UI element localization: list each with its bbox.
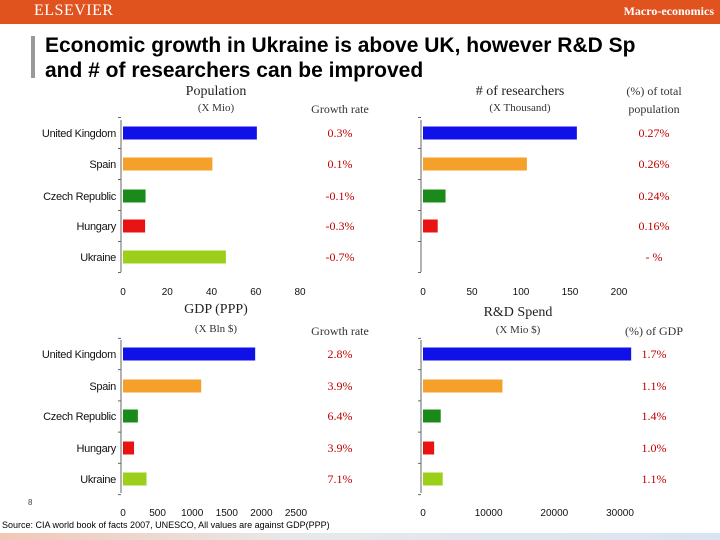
footer-bar bbox=[0, 533, 720, 540]
bar-spain bbox=[123, 157, 213, 171]
bar-hungary bbox=[123, 441, 135, 455]
publisher-logo: ELSEVIER bbox=[34, 2, 114, 19]
bar-ukraine bbox=[123, 472, 147, 486]
x-tick-label: 0 bbox=[420, 508, 426, 519]
side-value: 0.1% bbox=[328, 157, 353, 171]
bar-united-kingdom bbox=[123, 126, 257, 140]
side-value: -0.3% bbox=[326, 219, 355, 233]
bar-united-kingdom bbox=[423, 347, 632, 361]
bar-hungary bbox=[423, 219, 438, 233]
side-column-header-line-2: population bbox=[628, 102, 679, 116]
x-tick-label: 1500 bbox=[216, 508, 239, 519]
slide-title: Economic growth in Ukraine is above UK, … bbox=[45, 33, 720, 83]
x-tick-label: 0 bbox=[120, 287, 126, 298]
x-tick-label: 1000 bbox=[181, 508, 204, 519]
side-value: 1.7% bbox=[642, 347, 667, 361]
category-label: Spain bbox=[89, 159, 116, 171]
x-tick-label: 30000 bbox=[606, 508, 634, 519]
category-label: United Kingdom bbox=[42, 349, 116, 361]
bar-spain bbox=[423, 379, 503, 393]
x-tick-label: 60 bbox=[250, 287, 262, 298]
chart-subtitle: (X Mio) bbox=[198, 102, 235, 114]
bar-czech-republic bbox=[423, 409, 441, 423]
category-label: Spain bbox=[89, 381, 116, 393]
x-tick-label: 100 bbox=[513, 287, 530, 298]
side-column-header: Growth rate bbox=[311, 324, 369, 338]
side-column-header: (%) of total bbox=[626, 84, 682, 98]
section-label: Macro-economics bbox=[623, 4, 714, 18]
category-label: Hungary bbox=[77, 443, 117, 455]
bar-ukraine bbox=[423, 472, 443, 486]
side-value: 3.9% bbox=[328, 441, 353, 455]
category-label: Czech Republic bbox=[43, 411, 117, 423]
bar-united-kingdom bbox=[423, 126, 577, 140]
x-tick-label: 40 bbox=[206, 287, 218, 298]
side-value: 6.4% bbox=[328, 409, 353, 423]
side-value: 1.1% bbox=[642, 379, 667, 393]
slide-title-line-1: Economic growth in Ukraine is above UK, … bbox=[45, 34, 636, 57]
source-note: Source: CIA world book of facts 2007, UN… bbox=[2, 520, 330, 530]
side-value: -0.7% bbox=[326, 250, 355, 264]
chart-subtitle: (X Thousand) bbox=[489, 102, 551, 114]
side-column-header: Growth rate bbox=[311, 102, 369, 116]
x-tick-label: 200 bbox=[611, 287, 628, 298]
bar-ukraine bbox=[123, 250, 226, 264]
x-tick-label: 0 bbox=[120, 508, 126, 519]
side-value: -0.1% bbox=[326, 189, 355, 203]
category-label: Ukraine bbox=[80, 252, 116, 264]
category-label: United Kingdom bbox=[42, 128, 116, 140]
category-label: Czech Republic bbox=[43, 191, 117, 203]
x-tick-label: 2500 bbox=[285, 508, 308, 519]
side-value: 0.26% bbox=[639, 157, 670, 171]
side-value: 0.24% bbox=[639, 189, 670, 203]
bar-czech-republic bbox=[123, 189, 146, 203]
bar-spain bbox=[123, 379, 202, 393]
side-value: 1.1% bbox=[642, 472, 667, 486]
x-tick-label: 2000 bbox=[250, 508, 273, 519]
x-tick-label: 500 bbox=[149, 508, 166, 519]
category-label: Ukraine bbox=[80, 474, 116, 486]
bar-czech-republic bbox=[123, 409, 138, 423]
chart-title: R&D Spend bbox=[484, 305, 553, 320]
chart-subtitle: (X Mio $) bbox=[496, 324, 541, 336]
side-value: 0.16% bbox=[639, 219, 670, 233]
chart-title: # of researchers bbox=[476, 84, 565, 99]
side-value: 0.3% bbox=[328, 126, 353, 140]
x-tick-label: 10000 bbox=[475, 508, 503, 519]
side-value: 7.1% bbox=[328, 472, 353, 486]
bar-spain bbox=[423, 157, 527, 171]
side-value: 3.9% bbox=[328, 379, 353, 393]
bar-czech-republic bbox=[423, 189, 446, 203]
x-tick-label: 150 bbox=[562, 287, 579, 298]
x-tick-label: 80 bbox=[294, 287, 306, 298]
title-accent-bar bbox=[31, 36, 35, 78]
side-column-header: (%) of GDP bbox=[625, 324, 683, 338]
header-bar: ELSEVIER Macro-economics bbox=[0, 0, 720, 24]
chart-subtitle: (X Bln $) bbox=[195, 323, 238, 335]
slide-title-line-2: and # of researchers can be improved bbox=[45, 59, 424, 82]
side-value: 1.0% bbox=[642, 441, 667, 455]
side-value: - % bbox=[646, 250, 663, 264]
chart-title: Population bbox=[186, 84, 247, 99]
x-tick-label: 20000 bbox=[540, 508, 568, 519]
chart-title: GDP (PPP) bbox=[184, 302, 248, 317]
side-value: 1.4% bbox=[642, 409, 667, 423]
x-tick-label: 20 bbox=[162, 287, 174, 298]
bar-united-kingdom bbox=[123, 347, 256, 361]
x-tick-label: 0 bbox=[420, 287, 426, 298]
page-number: 8 bbox=[28, 498, 33, 507]
bar-hungary bbox=[123, 219, 146, 233]
x-tick-label: 50 bbox=[466, 287, 478, 298]
bar-hungary bbox=[423, 441, 435, 455]
side-value: 0.27% bbox=[639, 126, 670, 140]
category-label: Hungary bbox=[77, 221, 117, 233]
side-value: 2.8% bbox=[328, 347, 353, 361]
